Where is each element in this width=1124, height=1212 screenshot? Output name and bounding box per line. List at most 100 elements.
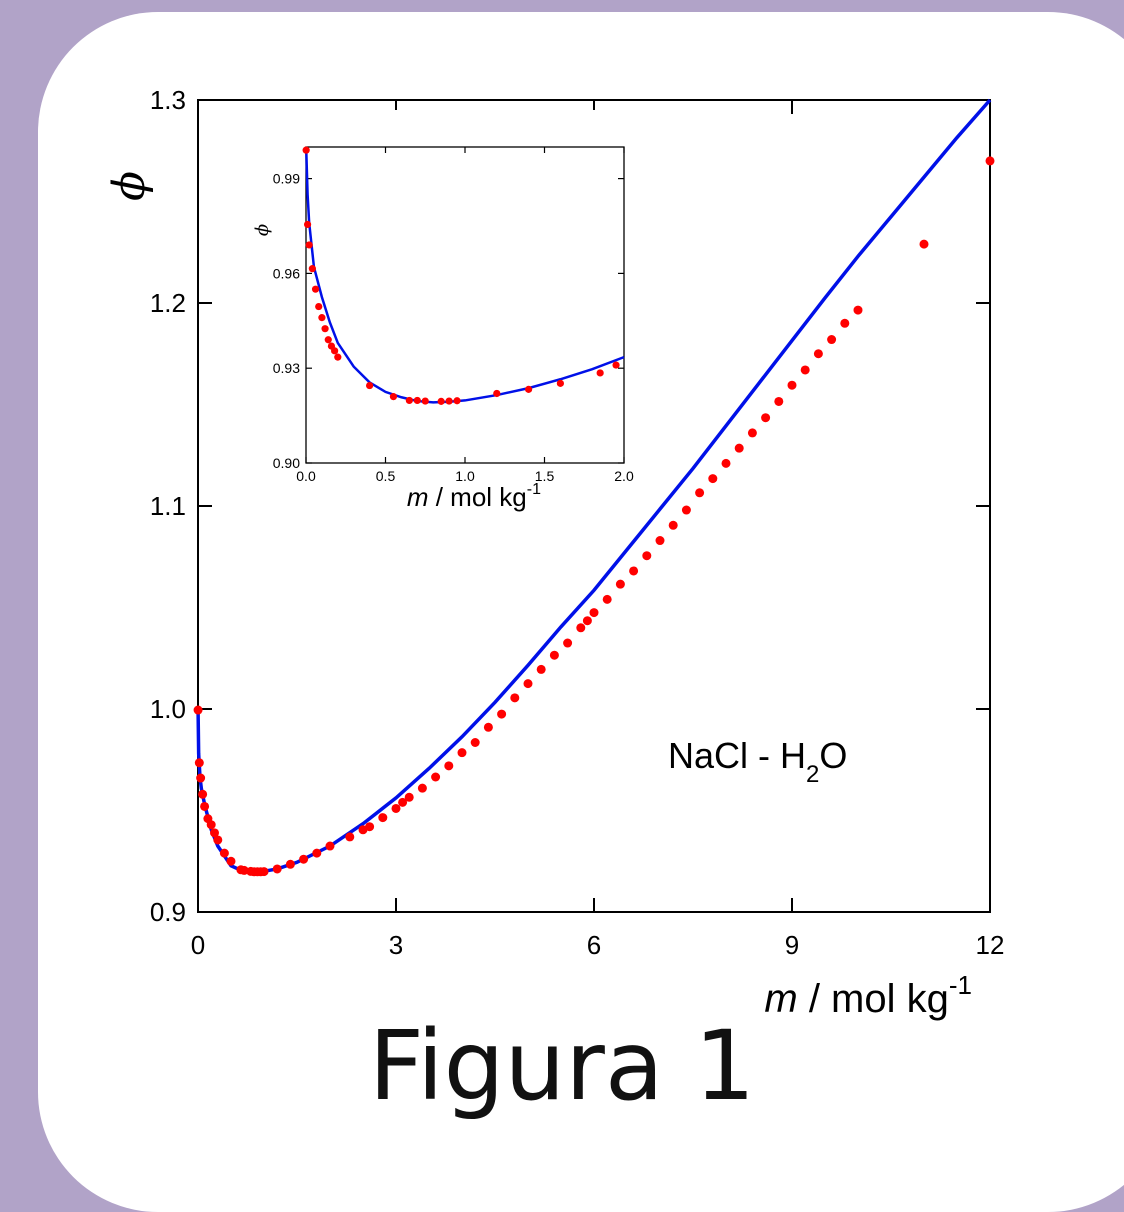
inset-background	[240, 110, 650, 500]
data-point	[431, 772, 441, 782]
data-point	[299, 854, 309, 864]
data-point	[747, 428, 757, 438]
data-point	[345, 832, 355, 842]
data-point	[681, 505, 691, 515]
data-point	[200, 801, 210, 811]
data-point	[239, 865, 249, 875]
y-tick-label: 0.93	[273, 360, 300, 376]
data-point	[853, 305, 863, 315]
data-point	[525, 385, 533, 393]
data-point	[213, 835, 223, 845]
data-point	[321, 325, 329, 333]
data-point	[315, 302, 323, 311]
data-point	[787, 380, 797, 390]
data-point	[324, 336, 332, 344]
inset-xlabel-sup: -1	[527, 481, 541, 498]
inset-ylabel: ϕ	[252, 224, 273, 236]
data-point	[813, 349, 823, 359]
figure-svg: 0 3 6 9 120.91.01.11.21.3 ϕ m / mol kg-1 NaC…	[104, 85, 1004, 1021]
data-point	[226, 856, 236, 866]
data-point	[413, 396, 421, 405]
data-point	[417, 783, 427, 793]
main-chart: 0 3 6 9 120.91.01.11.21.3 ϕ m / mol kg-1 NaC…	[104, 85, 1004, 1021]
main-annotation: NaCl - H2O	[668, 735, 847, 788]
data-point	[404, 792, 414, 802]
annotation-sub: 2	[806, 761, 819, 788]
data-point	[194, 758, 204, 768]
data-point	[708, 474, 718, 484]
inset-xlabel-unit: / mol kg	[429, 482, 527, 512]
x-tick-label: 1.5	[535, 468, 555, 484]
data-point	[398, 797, 408, 807]
data-point	[445, 397, 453, 405]
data-point	[985, 156, 995, 166]
x-tick-label: 12	[976, 930, 1005, 960]
data-point	[536, 664, 546, 674]
y-tick-label: 1.3	[150, 85, 186, 115]
data-point	[334, 353, 342, 361]
data-point	[318, 314, 326, 322]
data-point	[389, 393, 398, 401]
data-point	[470, 738, 480, 747]
data-point	[457, 748, 467, 758]
main-xlabel-sup: -1	[949, 970, 972, 1000]
y-tick-label: 1.0	[150, 694, 186, 724]
data-point	[391, 803, 401, 813]
data-point	[272, 864, 282, 874]
data-point	[563, 638, 573, 648]
data-point	[405, 396, 413, 405]
data-point	[219, 848, 229, 858]
data-point	[695, 488, 705, 498]
data-point	[510, 693, 520, 703]
main-xlabel: m / mol kg-1	[764, 970, 972, 1021]
x-tick-label: 0.5	[376, 468, 396, 484]
data-point	[827, 335, 837, 345]
data-point	[259, 867, 269, 877]
data-point	[602, 594, 612, 604]
data-point	[421, 397, 429, 405]
data-point	[285, 859, 295, 869]
data-point	[589, 608, 599, 618]
y-tick-label: 0.99	[273, 171, 300, 187]
main-xlabel-unit: / mol kg	[798, 977, 949, 1021]
data-point	[582, 616, 592, 626]
inset-chart: 0.0 0.5 1.0 1.5 2.0 0.90 0.93 0.96 0.99 ϕ m / mo…	[240, 110, 650, 512]
data-point	[444, 761, 454, 771]
data-point	[612, 361, 620, 369]
data-point	[378, 813, 388, 823]
annotation-tail: O	[819, 735, 847, 776]
data-point	[655, 536, 665, 546]
data-point	[311, 285, 320, 293]
data-point	[206, 820, 216, 830]
data-point	[800, 365, 810, 375]
x-tick-label: 9	[785, 930, 799, 960]
data-point	[303, 220, 312, 229]
x-tick-label: 2.0	[614, 468, 634, 484]
y-tick-label: 1.1	[150, 491, 186, 521]
x-tick-label: 0	[191, 930, 205, 960]
data-point	[668, 520, 678, 530]
x-tick-label: 1.0	[455, 468, 475, 484]
y-tick-label: 0.96	[273, 265, 300, 281]
inset-xlabel: m / mol kg-1	[407, 481, 541, 512]
data-point	[497, 709, 507, 719]
data-point	[576, 623, 586, 633]
x-tick-label: 3	[389, 930, 403, 960]
data-point	[761, 413, 771, 423]
data-point	[453, 397, 461, 405]
data-point	[331, 347, 339, 355]
data-point	[193, 705, 203, 715]
data-point	[734, 443, 744, 453]
inset-data-points	[302, 146, 620, 405]
data-point	[642, 551, 652, 561]
data-point	[437, 397, 445, 405]
x-tick-label: 0.0	[296, 468, 316, 484]
annotation-main: NaCl - H	[668, 735, 806, 776]
data-point	[556, 379, 565, 387]
inset-xlabel-var: m	[407, 482, 429, 512]
y-tick-label: 0.9	[150, 897, 186, 927]
data-point	[483, 722, 493, 732]
data-point	[840, 318, 850, 328]
data-point	[366, 381, 374, 390]
data-point	[365, 822, 375, 832]
